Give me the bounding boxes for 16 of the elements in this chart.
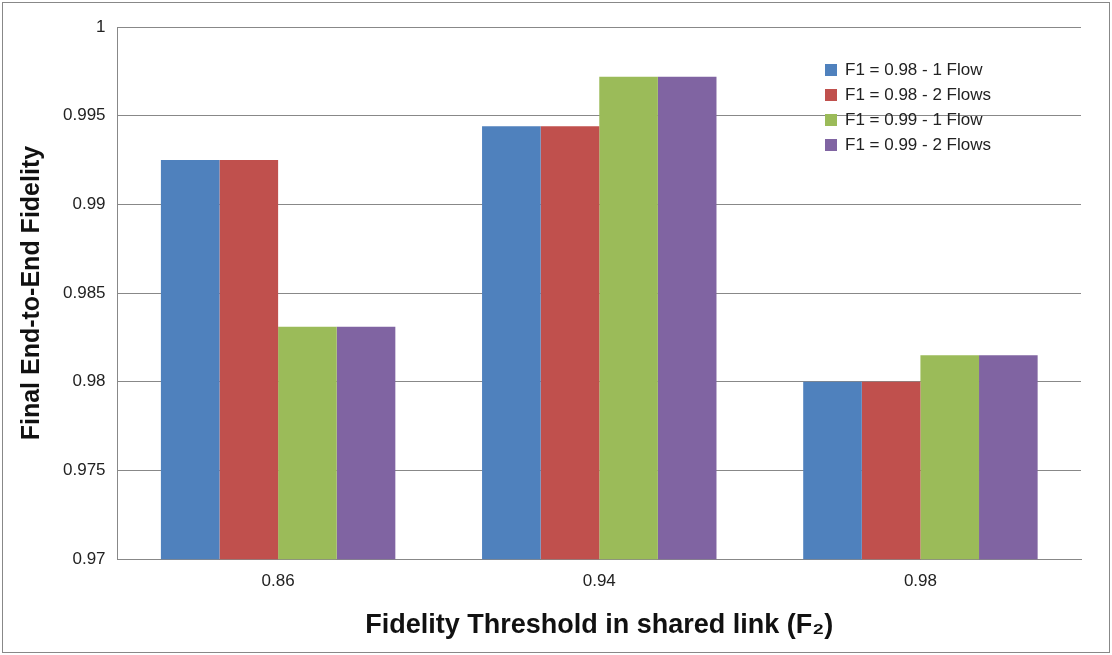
- x-tick-label: 0.98: [903, 571, 937, 591]
- legend-label: F1 = 0.98 - 2 Flows: [845, 84, 991, 105]
- x-axis-title: Fidelity Threshold in shared link (F₂): [365, 609, 834, 640]
- legend-label: F1 = 0.99 - 2 Flows: [845, 134, 991, 155]
- y-tick-label: 0.99: [72, 194, 106, 214]
- y-tick-label: 0.995: [62, 105, 106, 125]
- legend-label: F1 = 0.98 - 1 Flow: [845, 59, 983, 80]
- y-tick-label: 0.985: [62, 282, 106, 302]
- x-tick-label: 0.86: [261, 571, 295, 591]
- y-tick-label: 0.97: [72, 548, 106, 568]
- x-tick-label: 0.94: [582, 571, 616, 591]
- y-tick-label: 0.975: [62, 460, 106, 480]
- legend-label: F1 = 0.99 - 1 Flow: [845, 109, 983, 130]
- y-tick-label: 1: [96, 16, 106, 36]
- y-axis-title: Final End-to-End Fidelity: [15, 145, 44, 441]
- y-tick-label: 0.98: [72, 371, 106, 391]
